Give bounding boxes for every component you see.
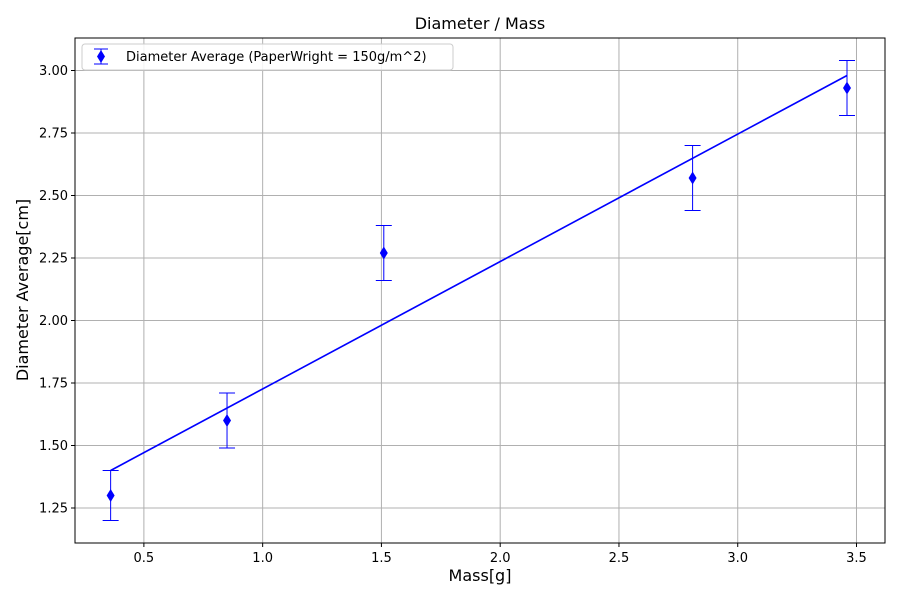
x-tick-label: 3.5 [846,551,867,566]
y-tick-label: 1.25 [39,502,68,517]
chart-title: Diameter / Mass [415,14,546,33]
plot-frame [74,37,886,544]
x-axis-label: Mass[g] [449,566,512,585]
y-tick-label: 1.75 [39,377,68,392]
x-ticks: 0.5 1.0 1.5 2.0 2.5 3.0 3.5 [134,543,867,566]
data-point [223,414,232,427]
x-tick-label: 3.0 [727,551,748,566]
legend-marker [94,48,108,65]
data-point [106,489,115,502]
legend-diamond [97,50,105,63]
x-tick-label: 1.5 [371,551,392,566]
legend: Diameter Average (PaperWright = 150g/m^2… [81,43,454,71]
y-tick-label: 2.50 [39,189,68,204]
x-tick-label: 2.5 [609,551,630,566]
x-tick-label: 1.0 [252,551,273,566]
fit-line-group [110,74,848,472]
y-tick-label: 3.00 [39,64,68,79]
x-tick-label: 2.0 [490,551,511,566]
y-axis-label: Diameter Average[cm] [13,199,32,381]
fit-line [110,74,848,472]
data-point [379,246,388,260]
y-tick-label: 1.50 [39,439,68,454]
data-points [102,60,855,521]
y-ticks: 1.25 1.50 1.75 2.00 2.25 2.50 2.75 3.00 [39,64,75,517]
legend-label: Diameter Average (PaperWright = 150g/m^2… [126,50,427,65]
grid [75,38,885,543]
data-point [842,81,851,95]
y-tick-label: 2.75 [39,127,68,142]
y-tick-label: 2.25 [39,252,68,267]
data-point [688,171,697,185]
x-tick-label: 0.5 [134,551,155,566]
y-tick-label: 2.00 [39,314,68,329]
plot-area [75,38,885,543]
legend-box [81,43,454,71]
